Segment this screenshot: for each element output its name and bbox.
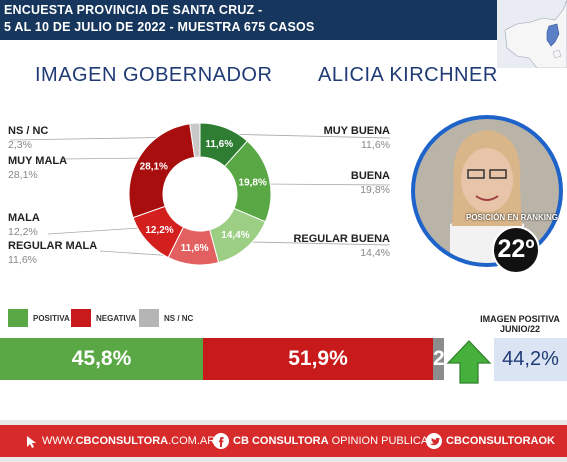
label-ns-nc: NS / NC 2,3%	[8, 125, 49, 151]
label-mala: MALA 12,2%	[8, 212, 40, 238]
donut-slice-label-3: 11,6%	[181, 243, 209, 254]
summary-segment-0: 45,8%	[0, 338, 203, 380]
chart-title: IMAGEN GOBERNADOR	[35, 64, 273, 86]
donut-slice-6	[189, 122, 201, 158]
legend-item-positiva: POSITIVA	[8, 309, 70, 327]
donut-slice-5	[128, 123, 196, 219]
argentina-map-icon	[497, 0, 567, 68]
header-line-1: ENCUESTA PROVINCIA DE SANTA CRUZ -	[4, 3, 263, 17]
ranking-badge: 22º	[492, 226, 540, 274]
label-buena: BUENA 19,8%	[350, 170, 390, 196]
donut-slice-label-5: 28,1%	[140, 162, 168, 173]
summary-bar: 45,8%51,9%2,3	[0, 338, 444, 380]
ranking-label: POSICIÓN EN RANKING	[466, 213, 559, 222]
donut-slice-label-4: 12,2%	[145, 225, 173, 236]
footer-facebook[interactable]: CB CONSULTORA OPINION PUBLICA	[213, 432, 428, 450]
label-regular-mala: REGULAR MALA 11,6%	[8, 240, 98, 266]
footer-twitter[interactable]: CBCONSULTORAOK	[426, 432, 555, 450]
previous-image-value: 44,2%	[494, 338, 567, 381]
footer-website[interactable]: WWW.CBCONSULTORA.COM.AR	[22, 432, 215, 450]
governor-photo	[411, 115, 563, 267]
up-arrow-icon	[446, 340, 492, 384]
summary-segment-1: 51,9%	[203, 338, 433, 380]
label-muy-buena: MUY BUENA 11,6%	[323, 125, 390, 151]
legend-item-ns-nc: NS / NC	[139, 309, 193, 327]
legend-swatch-negativa	[71, 309, 91, 327]
previous-image-label: IMAGEN POSITIVA JUNIO/22	[480, 314, 560, 334]
donut-chart: 11,6% 19,8% 14,4% 11,6% 12,2% 28,1%	[128, 122, 272, 266]
header-line-2: 5 AL 10 DE JULIO DE 2022 - MUESTRA 675 C…	[4, 20, 315, 34]
legend-swatch-ns-nc	[139, 309, 159, 327]
facebook-icon	[213, 433, 229, 450]
footer: WWW.CBCONSULTORA.COM.AR CB CONSULTORA OP…	[0, 420, 567, 462]
twitter-icon	[426, 433, 442, 450]
legend-swatch-positiva	[8, 309, 28, 327]
donut-slice-label-2: 14,4%	[221, 230, 249, 241]
donut-slice-label-1: 19,8%	[239, 178, 267, 189]
label-muy-mala: MUY MALA 28,1%	[8, 155, 68, 181]
cursor-click-icon	[27, 436, 36, 449]
label-regular-buena: REGULAR BUENA 14,4%	[293, 233, 390, 259]
footer-stripe	[0, 425, 567, 457]
header-banner: ENCUESTA PROVINCIA DE SANTA CRUZ - 5 AL …	[0, 0, 567, 40]
governor-name: ALICIA KIRCHNER	[318, 64, 498, 86]
summary-segment-2: 2,3	[433, 338, 444, 380]
legend-item-negativa: NEGATIVA	[71, 309, 136, 327]
donut-slice-label-0: 11,6%	[205, 139, 233, 150]
